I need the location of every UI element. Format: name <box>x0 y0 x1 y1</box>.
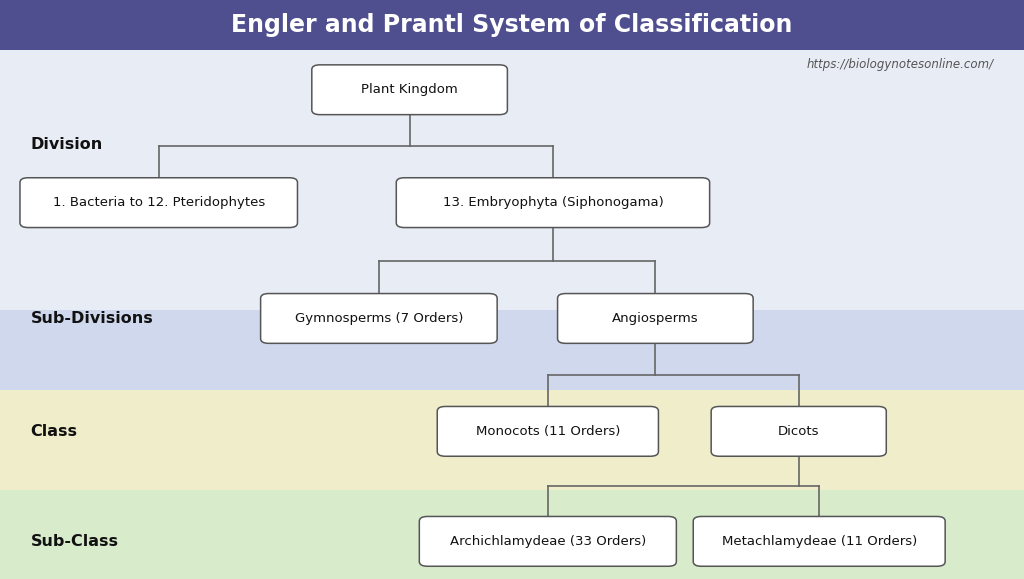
FancyBboxPatch shape <box>311 65 508 115</box>
Bar <box>0 50 1024 310</box>
FancyBboxPatch shape <box>693 516 945 566</box>
Text: Engler and Prantl System of Classification: Engler and Prantl System of Classificati… <box>231 13 793 37</box>
FancyBboxPatch shape <box>437 406 658 456</box>
Text: 1. Bacteria to 12. Pteridophytes: 1. Bacteria to 12. Pteridophytes <box>52 196 265 209</box>
Text: Class: Class <box>31 424 78 439</box>
Text: Gymnosperms (7 Orders): Gymnosperms (7 Orders) <box>295 312 463 325</box>
Text: Plant Kingdom: Plant Kingdom <box>361 83 458 96</box>
Text: Monocots (11 Orders): Monocots (11 Orders) <box>476 425 620 438</box>
Bar <box>0 390 1024 490</box>
Bar <box>0 310 1024 390</box>
Text: Metachlamydeae (11 Orders): Metachlamydeae (11 Orders) <box>722 535 916 548</box>
FancyBboxPatch shape <box>711 406 886 456</box>
FancyBboxPatch shape <box>557 294 754 343</box>
FancyBboxPatch shape <box>420 516 677 566</box>
Text: Sub-Divisions: Sub-Divisions <box>31 311 154 326</box>
Text: Archichlamydeae (33 Orders): Archichlamydeae (33 Orders) <box>450 535 646 548</box>
Text: 13. Embryophyta (Siphonogama): 13. Embryophyta (Siphonogama) <box>442 196 664 209</box>
Text: Division: Division <box>31 137 103 152</box>
Text: Sub-Class: Sub-Class <box>31 534 119 549</box>
Text: Angiosperms: Angiosperms <box>612 312 698 325</box>
FancyBboxPatch shape <box>260 294 498 343</box>
Bar <box>0 0 1024 50</box>
Text: Dicots: Dicots <box>778 425 819 438</box>
Bar <box>0 490 1024 579</box>
FancyBboxPatch shape <box>396 178 710 228</box>
FancyBboxPatch shape <box>19 178 298 228</box>
Text: https://biologynotesonline.com/: https://biologynotesonline.com/ <box>806 58 993 71</box>
